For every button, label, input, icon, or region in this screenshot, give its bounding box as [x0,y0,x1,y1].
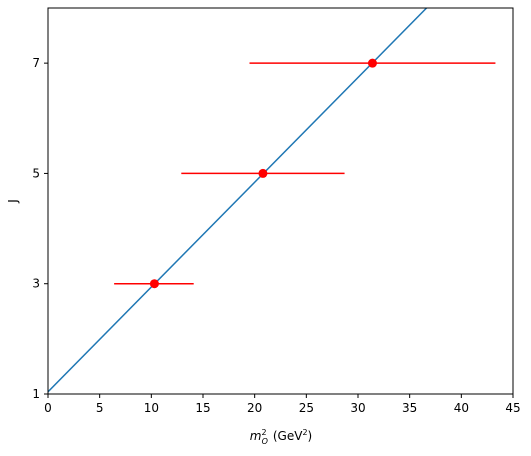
y-tick-label: 1 [32,387,40,401]
x-tick-label: 5 [96,401,104,415]
plot-background [48,8,513,394]
x-tick-label: 35 [402,401,417,415]
y-tick-label: 5 [32,166,40,180]
x-axis-label-unit-close: ) [308,429,313,443]
x-tick-label: 45 [505,401,520,415]
x-tick-label: 25 [299,401,314,415]
x-axis-label-sup: 2 [261,428,266,437]
x-axis-label-base: m [250,429,262,443]
x-axis-label-sub: O [262,437,268,446]
data-point-1 [149,279,159,289]
x-tick-label: 0 [44,401,52,415]
data-point-2 [258,168,268,178]
y-tick-label: 3 [32,277,40,291]
plot-frame [47,7,514,395]
x-axis-label-unit-sup: 2 [302,428,307,437]
x-axis-label-unit-base: (GeV [273,429,303,443]
y-axis-label: J [6,199,20,204]
fit-line [48,8,428,393]
x-tick-label: 30 [350,401,365,415]
data-point-3 [367,58,377,68]
x-tick-label: 40 [454,401,469,415]
x-axis-label: m2 O (GeV2) [250,428,312,446]
x-tick-label: 10 [144,401,159,415]
x-tick-label: 15 [195,401,210,415]
y-tick-label: 7 [32,56,40,70]
x-tick-label: 20 [247,401,262,415]
